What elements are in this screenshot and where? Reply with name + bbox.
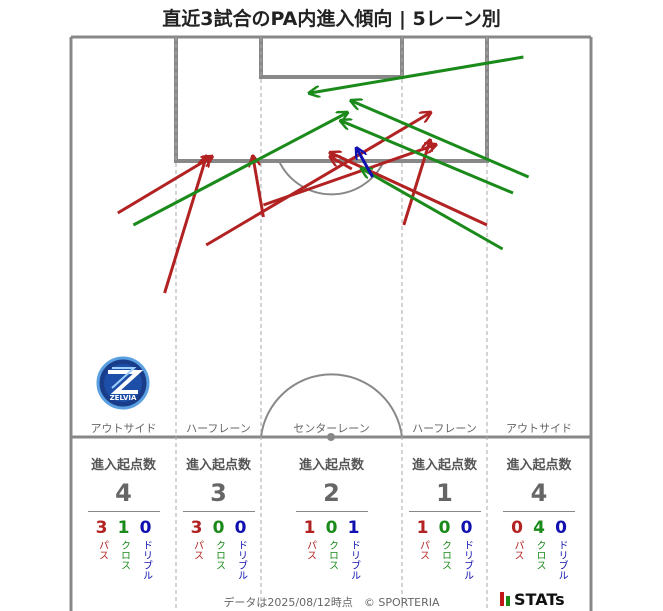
arrow-dribble-0 (357, 149, 374, 178)
lane-stat-center: 進入起点数 2 1 パス 0 クロス 1 ドリブル (282, 454, 382, 580)
brand-text: STATs (514, 590, 565, 609)
stat-head: 進入起点数 (298, 458, 364, 473)
stat-dribble-label: ドリブル (140, 540, 152, 580)
stat-head: 進入起点数 (506, 458, 572, 473)
chart-title: 直近3試合のPA内進入傾向 | 5レーン別 (162, 8, 501, 30)
stat-pass-count: 0 (511, 518, 523, 538)
stat-pass-label: パス (96, 540, 108, 560)
stat-cross-label: クロス (439, 540, 451, 570)
stat-pass: 1 パス (302, 518, 318, 580)
stat-cross-label: クロス (326, 540, 338, 570)
stat-cross: 4 クロス (531, 518, 547, 580)
stat-total: 3 (210, 479, 227, 507)
penalty-area (174, 37, 489, 163)
stat-pass: 1 パス (415, 518, 431, 580)
lane-name-out_left: アウトサイド (91, 422, 157, 435)
stat-dribble: 0 ドリブル (138, 518, 154, 580)
stat-divider (408, 511, 481, 512)
stat-pass-label: パス (512, 540, 523, 560)
stat-cross: 1 クロス (116, 518, 132, 580)
stat-dribble-count: 0 (139, 518, 152, 538)
goal-area (259, 37, 404, 79)
stat-cross: 0 クロス (324, 518, 340, 580)
stat-dribble-label: ドリブル (348, 540, 360, 580)
stat-cross-label: クロス (213, 540, 225, 570)
stat-dribble: 0 ドリブル (553, 518, 569, 580)
lane-name-center: センターレーン (293, 422, 369, 435)
arrow-cross-2 (341, 121, 514, 195)
stat-dribble-count: 0 (234, 518, 247, 538)
footer-date: データは2025/08/12時点 © SPORTERIA (223, 596, 440, 609)
stat-head: 進入起点数 (411, 458, 477, 473)
stat-cross-count: 0 (438, 518, 451, 538)
arrow-cross-0 (132, 113, 346, 227)
penalty-arc (278, 160, 385, 196)
stat-dribble: 0 ドリブル (233, 518, 249, 580)
stat-pass-label: パス (304, 540, 316, 560)
stat-dribble: 1 ドリブル (346, 518, 362, 580)
arrow-cross-3 (352, 101, 530, 179)
stat-total: 4 (530, 479, 548, 507)
stat-dribble-count: 1 (347, 518, 360, 538)
lane-name-half_left: ハーフレーン (186, 422, 251, 435)
lane-stat-out_left: 進入起点数 4 3 パス 1 クロス 0 ドリブル (74, 454, 174, 580)
stat-divider (503, 511, 575, 512)
arrow-pass-2 (205, 113, 430, 247)
arrow-cross-4 (362, 169, 504, 251)
stat-total: 2 (323, 479, 340, 507)
stat-cross-count: 0 (325, 518, 338, 538)
stat-pass: 3 パス (189, 518, 205, 580)
lane-name-out_right: アウトサイド (506, 422, 572, 435)
stat-cross: 0 クロス (211, 518, 227, 580)
stat-divider (295, 511, 368, 512)
entry-arrows (117, 55, 530, 294)
stat-cross: 0 クロス (437, 518, 453, 580)
stat-cross-label: クロス (534, 540, 545, 570)
stat-head: 進入起点数 (185, 458, 251, 473)
stat-dribble-count: 0 (555, 518, 567, 538)
stat-cross-count: 1 (117, 518, 130, 538)
stat-pass: 0 パス (509, 518, 525, 580)
arrow-cross-1 (310, 55, 524, 93)
stat-pass-count: 1 (303, 518, 316, 538)
lane-stat-half_right: 進入起点数 1 1 パス 0 クロス 0 ドリブル (395, 454, 495, 580)
stat-dribble: 0 ドリブル (459, 518, 475, 580)
badge-text: ZELVIA (110, 394, 137, 402)
stat-dribble-label: ドリブル (461, 540, 473, 580)
arrow-pass-1 (163, 157, 207, 294)
stat-total: 1 (436, 479, 453, 507)
brand-logo: STATs (500, 590, 565, 609)
stat-pass-label: パス (417, 540, 429, 560)
lane-stat-half_left: 進入起点数 3 3 パス 0 クロス 0 ドリブル (169, 454, 269, 580)
lane-labels: アウトサイド ハーフレーン センターレーン ハーフレーン アウトサイド (91, 422, 573, 435)
stat-cross-label: クロス (118, 540, 130, 570)
stat-dribble-label: ドリブル (556, 540, 567, 580)
stat-head: 進入起点数 (90, 458, 156, 473)
center-spot (327, 433, 335, 441)
arrow-pass-6 (331, 153, 488, 227)
stat-cross-count: 0 (212, 518, 225, 538)
stat-pass-count: 1 (416, 518, 429, 538)
stat-divider (87, 511, 160, 512)
zelvia-crest-icon: ZELVIA (96, 356, 150, 410)
lane-name-half_right: ハーフレーン (412, 422, 477, 435)
lane-stat-out_right: 進入起点数 4 0 パス 4 クロス 0 ドリブル (489, 454, 589, 580)
stat-pass: 3 パス (94, 518, 110, 580)
stat-cross-count: 4 (533, 518, 545, 538)
stat-total: 4 (115, 479, 132, 507)
stat-dribble-count: 0 (460, 518, 473, 538)
arrow-pass-4 (262, 145, 435, 207)
stat-dribble-label: ドリブル (235, 540, 247, 580)
center-circle (260, 373, 403, 438)
stat-divider (182, 511, 255, 512)
arrow-pass-3 (253, 157, 265, 218)
stat-pass-label: パス (191, 540, 203, 560)
stat-pass-count: 3 (95, 518, 108, 538)
arrow-pass-0 (117, 157, 212, 215)
stat-pass-count: 3 (190, 518, 203, 538)
